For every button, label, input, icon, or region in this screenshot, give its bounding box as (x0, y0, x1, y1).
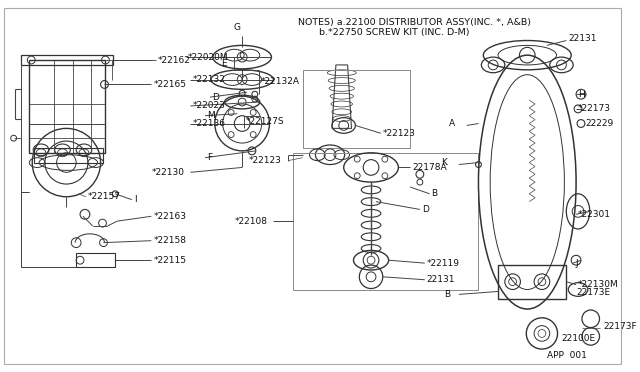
Text: *22130: *22130 (151, 168, 184, 177)
Text: *22127S: *22127S (246, 117, 285, 126)
Text: *22115: *22115 (154, 256, 186, 265)
Text: 22173E: 22173E (576, 288, 610, 297)
Text: *22132: *22132 (193, 75, 225, 84)
Text: 22173F: 22173F (604, 322, 637, 331)
Bar (76, 253, 115, 267)
Bar (29, 60, 106, 153)
Text: *22136: *22136 (193, 119, 225, 128)
Text: I: I (134, 195, 136, 204)
Text: 22100E: 22100E (561, 334, 596, 343)
Text: *22157: *22157 (88, 192, 121, 201)
Text: G: G (234, 23, 241, 32)
Text: B: B (444, 290, 451, 299)
Bar (22, 55, 113, 65)
Text: *22020M: *22020M (188, 52, 228, 62)
Text: APP  001: APP 001 (547, 352, 587, 360)
Text: *22163: *22163 (154, 212, 186, 221)
Text: B: B (431, 189, 438, 198)
Text: 22131: 22131 (427, 275, 455, 284)
Text: D: D (212, 93, 219, 102)
Text: *22119: *22119 (427, 259, 460, 267)
Text: M: M (207, 111, 215, 120)
Text: 22229: 22229 (586, 119, 614, 128)
Text: *22162: *22162 (158, 55, 191, 64)
Text: H: H (578, 90, 585, 99)
Text: *22130M: *22130M (578, 280, 619, 289)
Text: *22123: *22123 (249, 156, 282, 165)
Text: NOTES) a.22100 DISTRIBUTOR ASSY(INC. *, A&B): NOTES) a.22100 DISTRIBUTOR ASSY(INC. *, … (298, 19, 531, 28)
Text: *22301: *22301 (578, 210, 611, 219)
Text: *22173: *22173 (578, 105, 611, 113)
Text: b.*22750 SCREW KIT (INC. D-M): b.*22750 SCREW KIT (INC. D-M) (298, 28, 469, 37)
Text: *22108: *22108 (234, 217, 268, 226)
Text: J: J (575, 259, 578, 267)
Text: 22131: 22131 (568, 34, 596, 43)
Text: F: F (207, 153, 212, 162)
Text: *22165: *22165 (154, 80, 186, 89)
Text: *22123: *22123 (383, 129, 415, 138)
Bar (34, 148, 102, 163)
Text: *22023: *22023 (193, 102, 225, 110)
Bar (498, 265, 566, 299)
Text: D: D (422, 205, 429, 214)
Text: *22158: *22158 (154, 236, 186, 245)
Bar (293, 153, 479, 289)
Text: E: E (221, 60, 227, 68)
Text: K: K (442, 158, 447, 167)
Text: 22178A: 22178A (412, 163, 447, 172)
Text: *22132A: *22132A (260, 77, 300, 86)
Text: A: A (449, 119, 455, 128)
Bar (303, 70, 410, 148)
